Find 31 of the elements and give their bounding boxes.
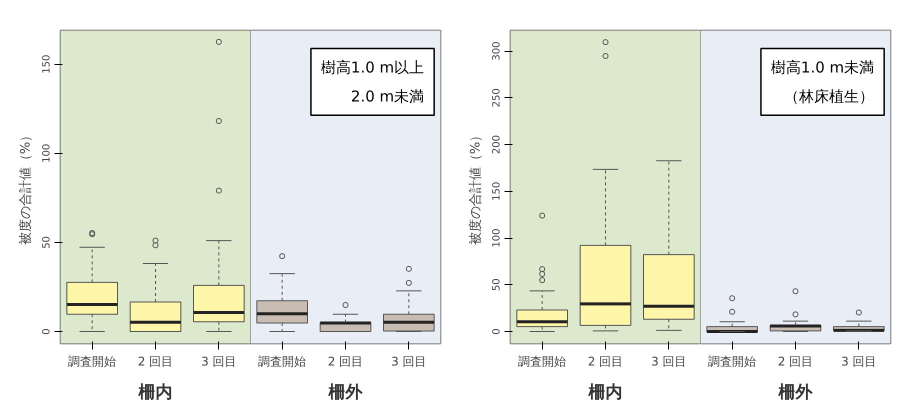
y-tick-label: 0 bbox=[42, 328, 52, 335]
text: 樹高1.0 m以上 2.0 m未満 bbox=[320, 58, 424, 106]
y-tick-label: 250 bbox=[492, 88, 502, 108]
y-tick-label: 300 bbox=[492, 42, 502, 61]
x-tick-label: 2 回目 bbox=[588, 354, 624, 368]
x-tick-label: 2 回目 bbox=[328, 354, 364, 368]
x-tick-label: 3 回目 bbox=[201, 354, 237, 368]
x-tick-label: 調査開始 bbox=[68, 354, 116, 368]
band-label: 柵外 bbox=[778, 382, 814, 402]
band-label: 柵内 bbox=[138, 382, 172, 402]
y-axis-title: 被度の合計値（%） bbox=[18, 128, 34, 246]
x-tick-label: 3 回目 bbox=[841, 354, 877, 368]
x-tick-label: 調査開始 bbox=[258, 354, 306, 368]
x-tick-label: 2 回目 bbox=[138, 354, 174, 368]
text: 樹高1.0 m未満（林床植生） bbox=[770, 58, 874, 106]
x-tick-label: 調査開始 bbox=[708, 354, 756, 368]
y-tick-label: 0 bbox=[492, 328, 502, 335]
band-label: 柵外 bbox=[328, 382, 364, 402]
y-tick-label: 50 bbox=[42, 236, 52, 249]
x-tick-label: 3 回目 bbox=[651, 354, 687, 368]
y-tick-label: 200 bbox=[492, 135, 502, 154]
x-tick-label: 2 回目 bbox=[778, 354, 814, 368]
x-tick-label: 3 回目 bbox=[391, 354, 427, 368]
band-label: 柵内 bbox=[588, 382, 622, 402]
y-tick-label: 100 bbox=[42, 144, 52, 163]
y-tick-label: 150 bbox=[42, 54, 52, 74]
x-tick-label: 調査開始 bbox=[518, 354, 566, 368]
y-axis-title: 被度の合計値（%） bbox=[468, 128, 484, 246]
y-tick-label: 150 bbox=[492, 182, 502, 201]
y-tick-label: 100 bbox=[492, 228, 502, 248]
y-tick-label: 50 bbox=[492, 278, 502, 292]
